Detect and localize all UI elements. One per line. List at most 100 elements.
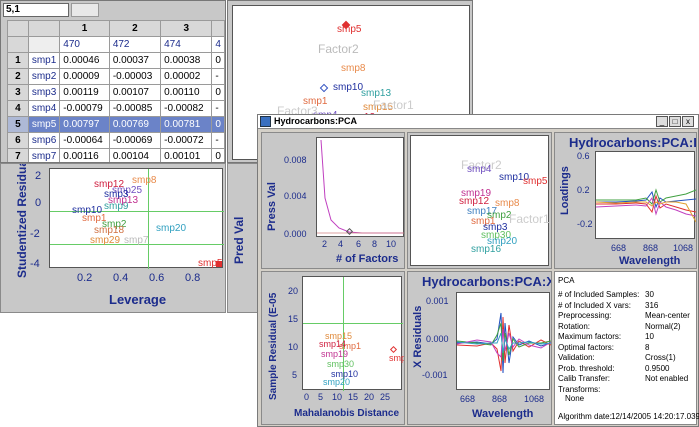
data-cell[interactable]: -0.00003 [108,68,162,85]
column-value-cell[interactable]: 470 [59,36,110,53]
info-value: Mean-center [645,311,690,320]
table-row[interactable]: 4 smp4 -0.00079 -0.00085 -0.00082- [7,100,225,117]
data-cell[interactable]: 0.00116 [59,148,110,162]
point-label: smp4 [467,164,492,175]
table-row[interactable]: 5 smp5 0.00797 0.00769 0.00781 0 [7,116,225,133]
data-cell[interactable]: 0.00110 [160,84,213,101]
row-header[interactable]: 1 [7,52,29,69]
x-residuals-plot-area[interactable] [456,292,551,390]
point-label: smp15 [325,331,353,341]
data-cell[interactable]: 0 [211,116,225,133]
score-3d-area[interactable]: Factor2 smp4 smp10 smp5 smp19 smp12 smp8… [410,135,550,266]
row-header[interactable]: 3 [7,84,29,101]
y-tick: 0.001 [426,296,449,306]
x-axis-title: Mahalanobis Distance [294,408,400,419]
data-cell[interactable]: -0.00064 [59,132,110,149]
sample-label-cell[interactable]: smp1 [27,52,61,69]
data-point[interactable] [389,345,398,354]
row-header[interactable]: 5 [7,116,29,133]
y-tick: -0.001 [422,370,448,380]
data-cell[interactable]: 0 [211,148,225,162]
window-titlebar[interactable]: Hydrocarbons:PCA _ □ x [258,115,698,129]
column-header-2[interactable]: 2 [108,20,162,37]
data-cell[interactable]: -0.00069 [108,132,162,149]
cell-reference-box[interactable]: 5,1 [3,3,69,17]
data-point[interactable] [216,261,222,267]
leverage-plot-area[interactable]: smp12 smp8 smp25 smp3 smp9 smp13 smp10 s… [49,168,224,269]
data-cell[interactable]: -0.00082 [160,100,213,117]
mahalanobis-plot-area[interactable]: smp15 smp1 smp14 smp19 smp30 smp10 smp20… [302,276,404,391]
score-3d-panel: Factor2 smp4 smp10 smp5 smp19 smp12 smp8… [407,132,552,269]
minimize-button[interactable]: _ [656,116,668,127]
column-header-1[interactable]: 1 [59,20,110,37]
table-row[interactable]: 1 smp1 0.00046 0.00037 0.00038 0 [7,52,225,69]
table-row[interactable]: 2 smp2 0.00009 -0.00003 0.00002- [7,68,225,85]
maximize-button[interactable]: □ [669,116,681,127]
y-axis-title: Press Val [266,182,278,231]
press-plot-area[interactable] [316,137,404,237]
row-header[interactable]: 2 [7,68,29,85]
point-label: smp5 [523,176,548,187]
y-tick: -2 [30,228,40,240]
data-cell[interactable]: 0.00038 [160,52,213,69]
row-header[interactable]: 6 [7,132,29,149]
data-cell[interactable]: 0.00797 [59,116,110,133]
data-cell[interactable]: 0.00046 [59,52,110,69]
info-key: Maximum factors: [558,332,622,341]
x-tick: 10 [386,239,397,249]
pca-window[interactable]: Hydrocarbons:PCA _ □ x Press Val 0.008 0… [257,114,699,427]
x-residual-curves [457,312,551,374]
table-row[interactable]: 6 smp6 -0.00064 -0.00069 -0.00072- [7,132,225,149]
data-cell[interactable]: 0.00037 [108,52,162,69]
spreadsheet: 5,1 1 2 3 470 472 474 4 1 smp1 0.00046 0.00… [0,0,226,163]
data-cell[interactable]: 0.00002 [160,68,213,85]
column-value-cell[interactable]: 4 [211,36,225,53]
sample-label-cell[interactable]: smp2 [27,68,61,85]
x-tick: 868 [643,243,659,253]
y-tick: 0.004 [284,191,307,201]
info-value: 10 [645,332,654,341]
data-cell[interactable]: 0 [211,84,225,101]
sample-label-cell[interactable]: smp3 [27,84,61,101]
table-row[interactable]: 3 smp3 0.00119 0.00107 0.00110 0 [7,84,225,101]
point-label: smp13 [361,88,392,99]
axis-label: Factor2 [318,42,359,56]
data-cell[interactable]: 0.00104 [108,148,162,162]
data-cell[interactable]: 0.00107 [108,84,162,101]
column-value-cell[interactable]: 474 [160,36,213,53]
x-tick: 20 [364,392,375,402]
data-cell[interactable]: -0.00072 [160,132,213,149]
loadings-plot-area[interactable] [595,151,696,239]
data-cell[interactable]: 0.00101 [160,148,213,162]
app-icon [260,116,271,127]
data-cell[interactable]: 0 [211,52,225,69]
point-label: smp12 [459,196,490,207]
table-row[interactable]: 7 smp7 0.00116 0.00104 0.00101 0 [7,148,225,162]
column-header-3[interactable]: 3 [160,20,213,37]
x-tick: 1068 [673,243,694,253]
row-header[interactable]: 4 [7,100,29,117]
sample-label-cell[interactable]: smp7 [27,148,61,162]
data-cell[interactable]: - [211,68,225,85]
sample-label-cell[interactable]: smp4 [27,100,61,117]
column-value-cell[interactable]: 472 [108,36,162,53]
data-cell[interactable]: - [211,100,225,117]
data-cell[interactable]: 0.00119 [59,84,110,101]
column-header-4[interactable] [211,20,225,37]
data-cell[interactable]: -0.00085 [108,100,162,117]
threshold-line [343,277,344,391]
data-point[interactable] [319,83,329,93]
x-tick: 668 [611,243,627,253]
sample-label-cell[interactable]: smp5 [27,116,61,133]
data-cell[interactable]: 0.00781 [160,116,213,133]
info-key: Prob. threshold: [558,363,615,373]
data-cell[interactable]: 0.00009 [59,68,110,85]
data-cell[interactable]: -0.00079 [59,100,110,117]
data-cell[interactable]: 0.00769 [108,116,162,133]
close-button[interactable]: x [682,116,694,127]
sample-label-cell[interactable]: smp6 [27,132,61,149]
point-label: smp17 [467,206,498,217]
data-cell[interactable]: - [211,132,225,149]
x-tick: 0.8 [185,272,201,284]
row-header[interactable]: 7 [7,148,29,162]
